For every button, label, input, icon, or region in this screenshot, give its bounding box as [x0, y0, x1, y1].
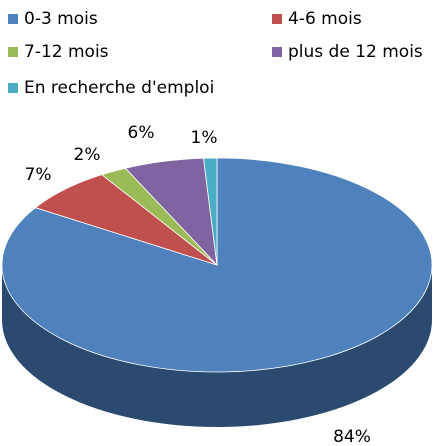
pie-slice: [1, 157, 433, 373]
legend-label: En recherche d'emploi: [24, 78, 214, 98]
data-label: 2%: [74, 145, 101, 165]
legend-swatch: [272, 14, 282, 24]
legend-swatch: [8, 47, 18, 57]
data-label: 84%: [333, 427, 371, 446]
legend-swatch: [8, 83, 18, 93]
data-label: 7%: [25, 165, 52, 185]
data-label: 6%: [128, 123, 155, 143]
legend-label: 4-6 mois: [288, 9, 362, 29]
pie-side: [2, 265, 432, 427]
legend-label: 7-12 mois: [24, 42, 109, 62]
legend-swatch: [272, 47, 282, 57]
legend-label: 0-3 mois: [24, 9, 98, 29]
legend-label: plus de 12 mois: [288, 42, 423, 62]
legend-swatch: [8, 14, 18, 24]
pie-slice: [203, 157, 218, 266]
data-label: 1%: [191, 128, 218, 148]
